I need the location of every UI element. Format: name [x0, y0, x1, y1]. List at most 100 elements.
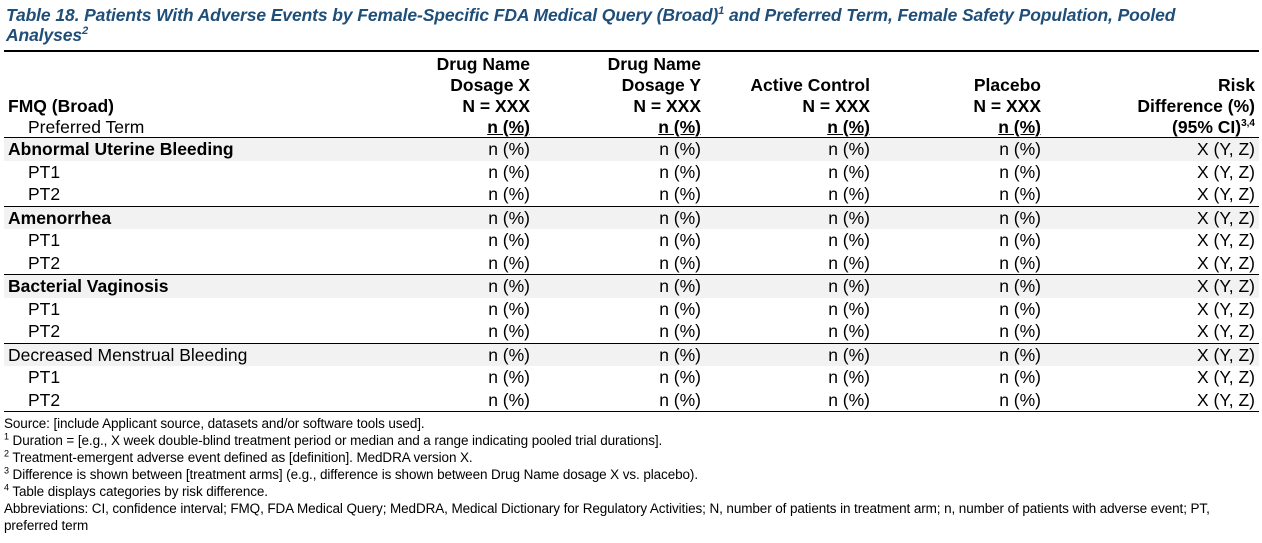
count-cell: n (%) — [399, 297, 534, 320]
count-cell: n (%) — [399, 274, 534, 298]
footnotes: Source: [include Applicant source, datas… — [4, 415, 1258, 534]
preferred-term-row: PT1 n (%) n (%) n (%) n (%) X (Y, Z) — [4, 229, 1259, 252]
preferred-term-name: PT2 — [4, 320, 399, 343]
preferred-term-name: PT2 — [4, 183, 399, 206]
count-cell: n (%) — [534, 366, 705, 389]
risk-difference-cell: X (Y, Z) — [1045, 205, 1259, 229]
count-cell: n (%) — [399, 342, 534, 366]
risk-difference-cell: X (Y, Z) — [1045, 320, 1259, 343]
count-cell: n (%) — [534, 342, 705, 366]
col-header-active-control: Active Control N = XXX — [750, 75, 870, 116]
table-body: Abnormal Uterine Bleeding n (%) n (%) n (%)… — [4, 137, 1259, 412]
count-cell: n (%) — [534, 274, 705, 298]
count-cell: n (%) — [874, 388, 1045, 412]
count-cell: n (%) — [399, 320, 534, 343]
preferred-term-row: PT2 n (%) n (%) n (%) n (%) X (Y, Z) — [4, 251, 1259, 275]
count-cell: n (%) — [874, 342, 1045, 366]
preferred-term-row: PT1 n (%) n (%) n (%) n (%) X (Y, Z) — [4, 297, 1259, 320]
count-cell: n (%) — [399, 388, 534, 412]
unit-label: n (%) — [399, 117, 534, 138]
source-note: Source: [include Applicant source, datas… — [4, 416, 425, 431]
footnote-3: 3 Difference is shown between [treatment… — [4, 465, 698, 482]
col-header-fmq: FMQ (Broad) — [8, 96, 114, 116]
count-cell: n (%) — [399, 366, 534, 389]
risk-difference-cell: X (Y, Z) — [1045, 274, 1259, 298]
fmq-row: Bacterial Vaginosis n (%) n (%) n (%) n (%) X… — [4, 274, 1259, 298]
preferred-term-row: PT2 n (%) n (%) n (%) n (%) X (Y, Z) — [4, 183, 1259, 206]
count-cell: n (%) — [705, 274, 874, 298]
risk-difference-cell: X (Y, Z) — [1045, 366, 1259, 389]
fmq-name: Amenorrhea — [4, 205, 399, 229]
count-cell: n (%) — [705, 183, 874, 206]
title-rest: and Preferred Term, Female Safety Popula… — [6, 5, 1176, 45]
risk-ci-label: (95% CI)3,4 — [1045, 117, 1259, 138]
count-cell: n (%) — [534, 137, 705, 161]
count-cell: n (%) — [874, 183, 1045, 206]
preferred-term-name: PT2 — [4, 251, 399, 275]
unit-label: n (%) — [534, 117, 705, 138]
unit-label: n (%) — [874, 117, 1045, 138]
count-cell: n (%) — [705, 229, 874, 252]
count-cell: n (%) — [399, 205, 534, 229]
preferred-term-name: PT2 — [4, 388, 399, 412]
risk-difference-cell: X (Y, Z) — [1045, 229, 1259, 252]
fmq-name: Decreased Menstrual Bleeding — [4, 342, 399, 366]
preferred-term-name: PT1 — [4, 297, 399, 320]
count-cell: n (%) — [399, 183, 534, 206]
count-cell: n (%) — [534, 183, 705, 206]
count-cell: n (%) — [874, 251, 1045, 275]
table-title: Table 18. Patients With Adverse Events b… — [6, 5, 1256, 45]
footnote-4: 4 Table displays categories by risk diff… — [4, 482, 268, 499]
footnote-1: 1 Duration = [e.g., X week double-blind … — [4, 431, 663, 448]
count-cell: n (%) — [399, 160, 534, 183]
fmq-row: Abnormal Uterine Bleeding n (%) n (%) n (%)… — [4, 137, 1259, 161]
preferred-term-name: PT1 — [4, 229, 399, 252]
count-cell: n (%) — [399, 137, 534, 161]
count-cell: n (%) — [874, 137, 1045, 161]
count-cell: n (%) — [399, 251, 534, 275]
col-header-preferred-term: Preferred Term — [4, 117, 399, 138]
count-cell: n (%) — [705, 251, 874, 275]
count-cell: n (%) — [874, 274, 1045, 298]
risk-difference-cell: X (Y, Z) — [1045, 342, 1259, 366]
count-cell: n (%) — [534, 205, 705, 229]
unit-label: n (%) — [705, 117, 874, 138]
preferred-term-row: PT2 n (%) n (%) n (%) n (%) X (Y, Z) — [4, 320, 1259, 343]
count-cell: n (%) — [874, 205, 1045, 229]
risk-difference-cell: X (Y, Z) — [1045, 251, 1259, 275]
abbreviations-note: Abbreviations: CI, confidence interval; … — [4, 501, 1210, 533]
count-cell: n (%) — [705, 205, 874, 229]
risk-difference-cell: X (Y, Z) — [1045, 137, 1259, 161]
count-cell: n (%) — [399, 229, 534, 252]
fmq-row: Decreased Menstrual Bleeding n (%) n (%) n … — [4, 342, 1259, 366]
fmq-name: Bacterial Vaginosis — [4, 274, 399, 298]
title-footnote-ref-1: 1 — [718, 5, 725, 18]
count-cell: n (%) — [534, 160, 705, 183]
count-cell: n (%) — [874, 297, 1045, 320]
preferred-term-row: PT2 n (%) n (%) n (%) n (%) X (Y, Z) — [4, 388, 1259, 412]
risk-difference-cell: X (Y, Z) — [1045, 297, 1259, 320]
count-cell: n (%) — [705, 342, 874, 366]
col-header-placebo: Placebo N = XXX — [973, 75, 1041, 116]
preferred-term-row: PT1 n (%) n (%) n (%) n (%) X (Y, Z) — [4, 160, 1259, 183]
count-cell: n (%) — [534, 251, 705, 275]
count-cell: n (%) — [705, 137, 874, 161]
risk-difference-cell: X (Y, Z) — [1045, 388, 1259, 412]
count-cell: n (%) — [874, 366, 1045, 389]
fmq-row: Amenorrhea n (%) n (%) n (%) n (%) X (Y, Z) — [4, 205, 1259, 229]
fmq-name: Abnormal Uterine Bleeding — [4, 137, 399, 161]
count-cell: n (%) — [705, 388, 874, 412]
count-cell: n (%) — [705, 297, 874, 320]
preferred-term-name: PT1 — [4, 366, 399, 389]
footnote-2: 2 Treatment-emergent adverse event defin… — [4, 448, 473, 465]
count-cell: n (%) — [534, 320, 705, 343]
count-cell: n (%) — [534, 229, 705, 252]
count-cell: n (%) — [874, 160, 1045, 183]
count-cell: n (%) — [534, 388, 705, 412]
risk-difference-cell: X (Y, Z) — [1045, 183, 1259, 206]
